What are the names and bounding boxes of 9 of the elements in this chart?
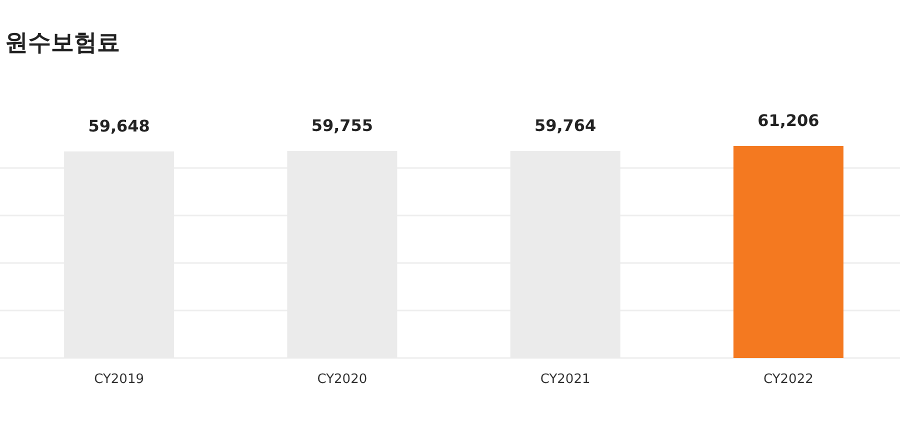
data-label: 59,648 xyxy=(88,116,150,136)
x-tick-label: CY2022 xyxy=(764,372,814,387)
x-tick-label: CY2020 xyxy=(317,372,368,387)
x-tick-label: CY2021 xyxy=(540,372,590,387)
data-label: 59,764 xyxy=(534,116,596,135)
chart-title: 원수보험료 xyxy=(5,30,120,56)
data-label: 59,755 xyxy=(311,116,374,136)
data-label: 61,206 xyxy=(758,111,820,130)
x-tick-label: CY2019 xyxy=(94,372,144,387)
